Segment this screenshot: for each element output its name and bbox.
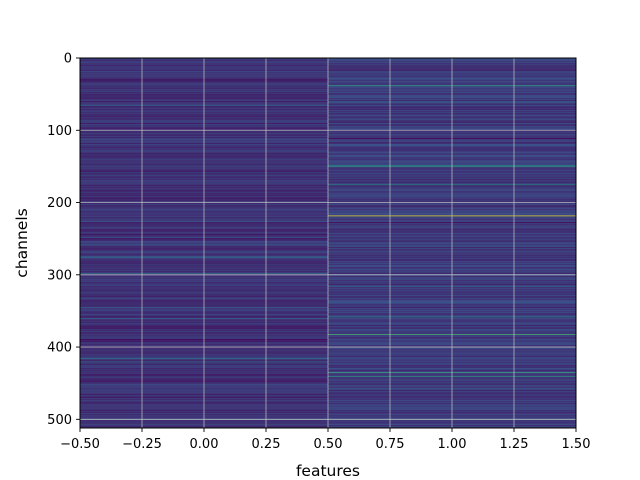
x-tick-label: 0.50 <box>314 437 343 452</box>
y-tick-label: 0 <box>64 52 72 67</box>
x-tick-label: 0.00 <box>190 437 219 452</box>
x-tick-label: 1.00 <box>438 437 467 452</box>
x-tick-label: 0.75 <box>376 437 405 452</box>
x-tick-label: 1.25 <box>500 437 529 452</box>
x-tick-label: 1.50 <box>562 437 591 452</box>
x-tick-label: −0.50 <box>60 437 100 452</box>
y-tick-label: 500 <box>47 413 72 428</box>
x-tick-label: 0.25 <box>252 437 281 452</box>
y-axis-label: channels <box>13 208 31 277</box>
x-axis-ticks: −0.50 −0.25 0.00 0.25 0.50 0.75 1.00 1.25 1.50 <box>60 428 590 452</box>
x-tick-label: −0.25 <box>122 437 162 452</box>
y-axis-ticks: 0 100 200 300 400 500 <box>47 52 80 428</box>
x-axis-label: features <box>296 462 360 480</box>
y-tick-label: 400 <box>47 341 72 356</box>
y-tick-label: 100 <box>47 124 72 139</box>
y-tick-label: 300 <box>47 268 72 283</box>
y-tick-label: 200 <box>47 196 72 211</box>
